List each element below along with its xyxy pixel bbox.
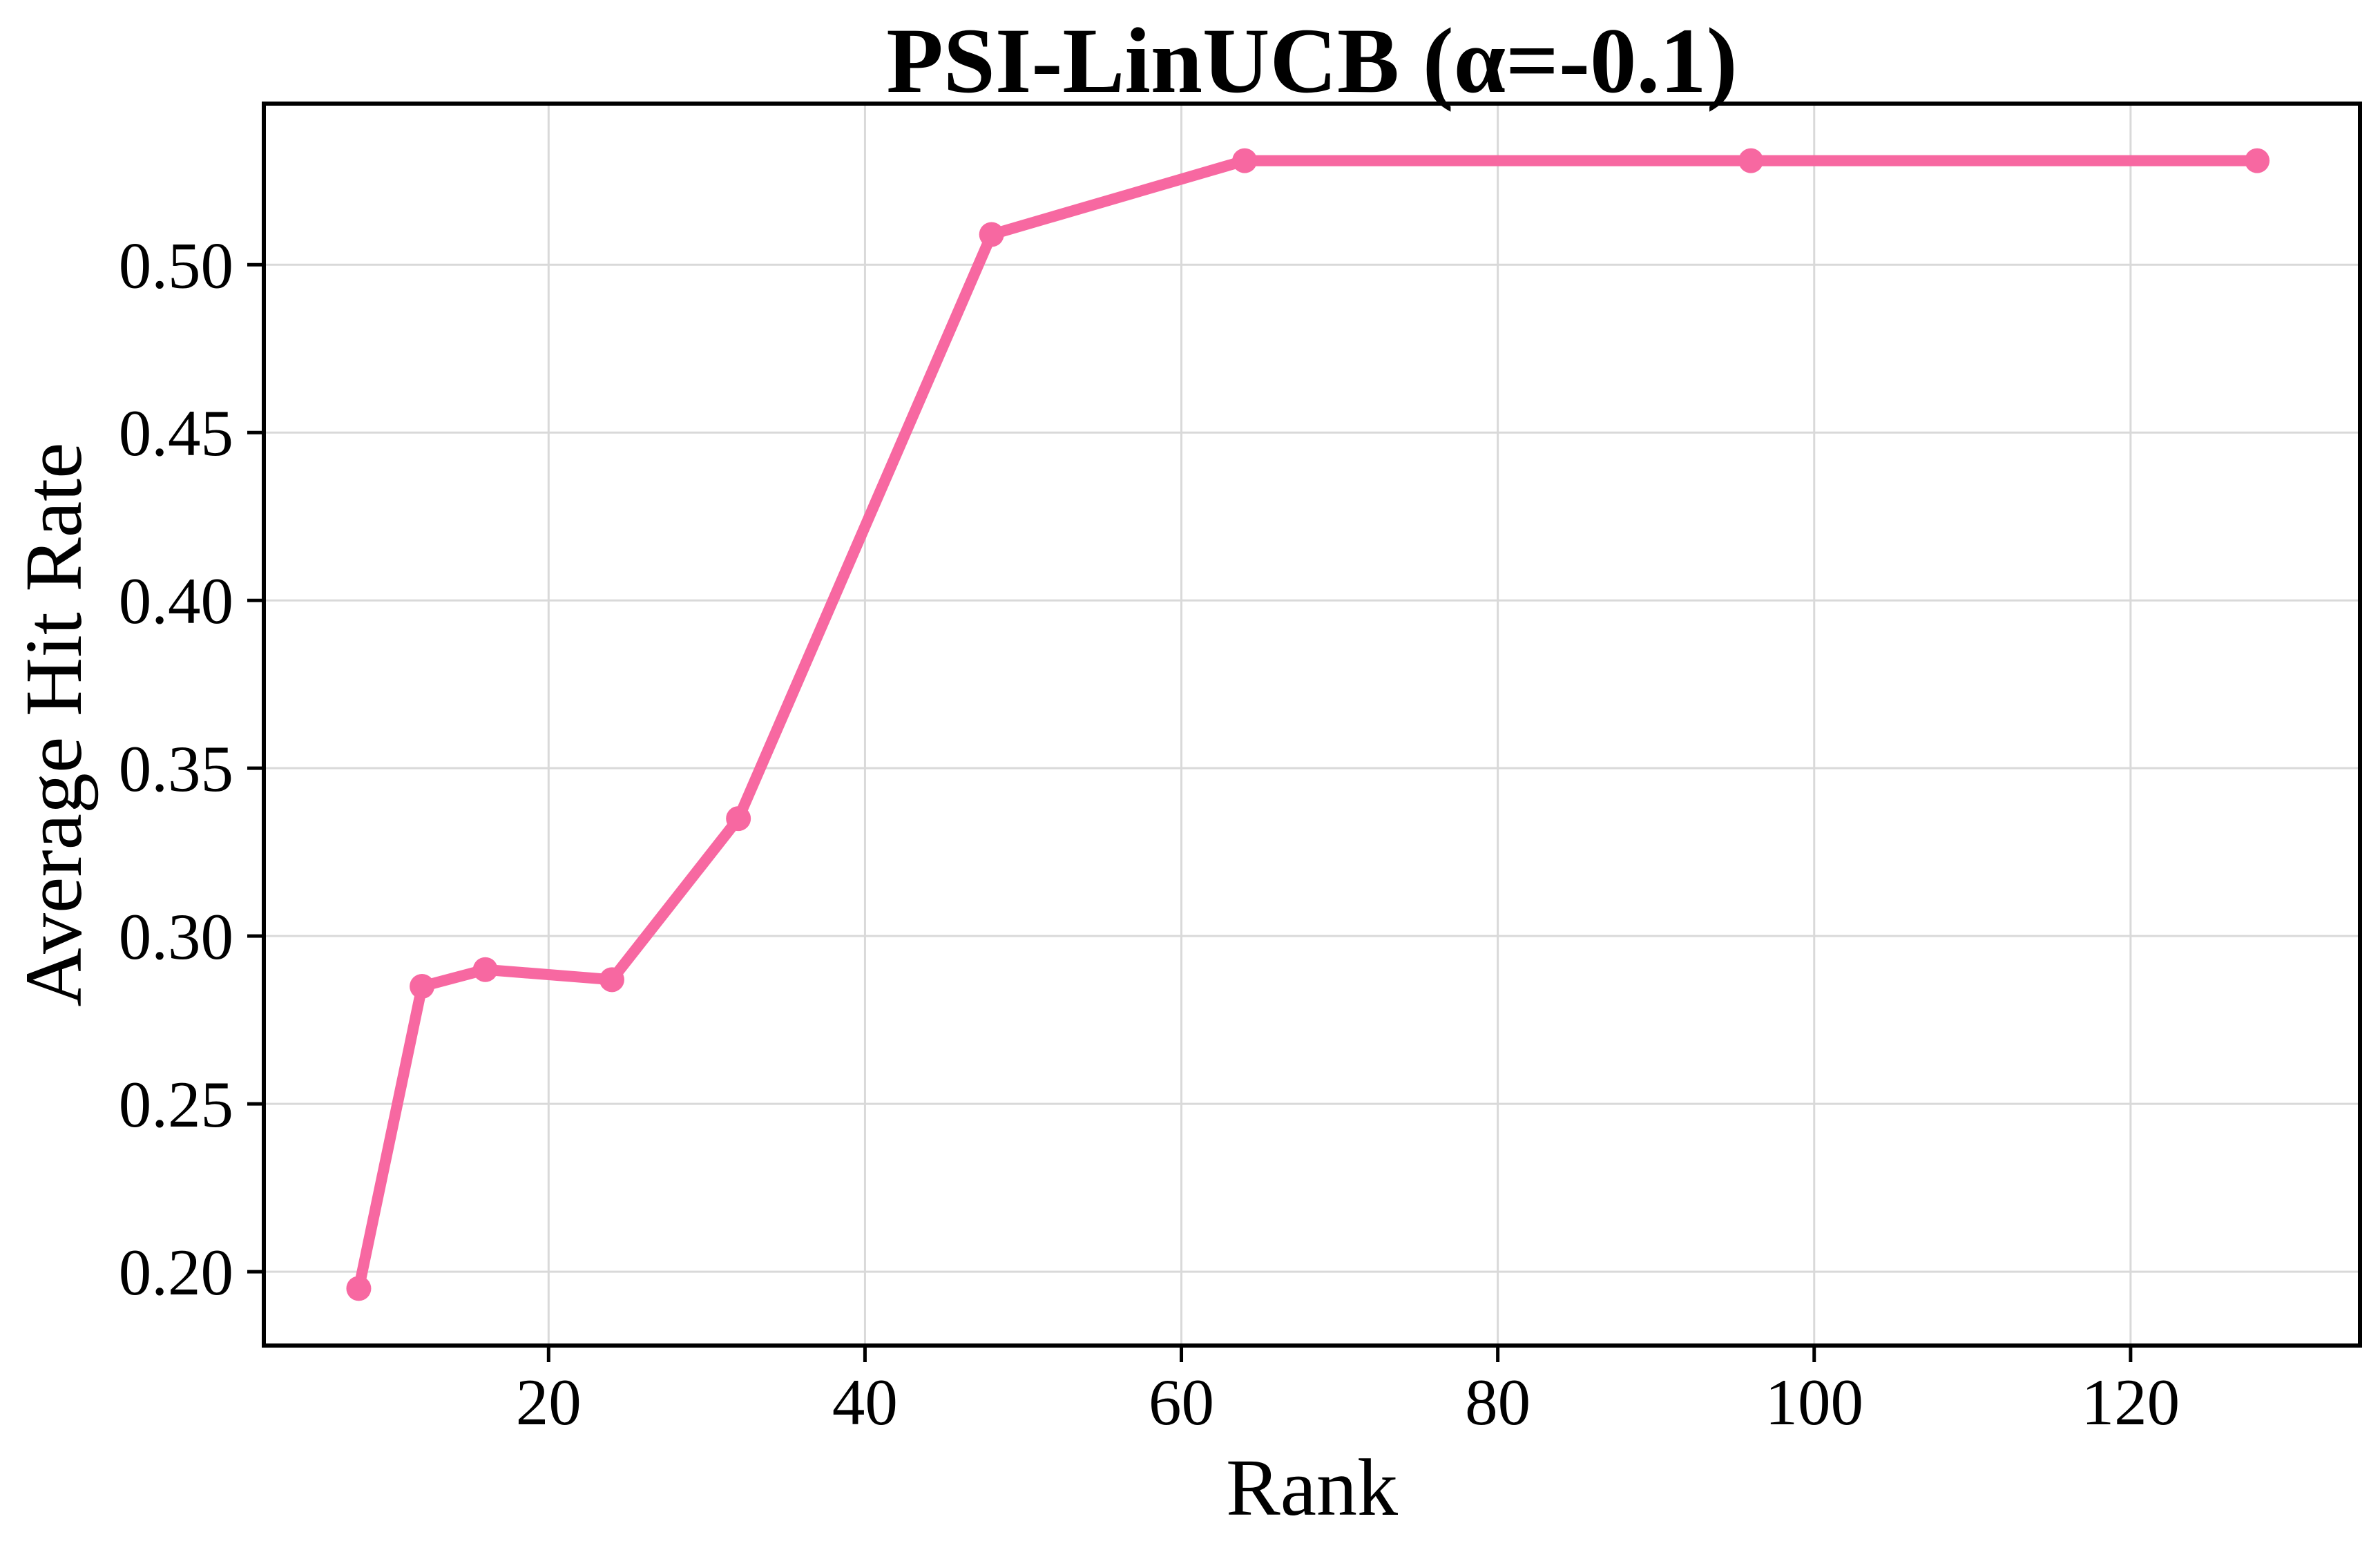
data-series-group: [346, 148, 2270, 1301]
tick-labels-group: 20 40 60 80 100 120 0.20 0.25 0.30 0.35 0.40 0.45 0.…: [119, 229, 2180, 1439]
data-point-marker: [2245, 148, 2270, 173]
series-line: [353, 155, 2263, 1294]
x-tick-label: 120: [2082, 1366, 2180, 1439]
data-point-marker: [599, 967, 624, 993]
x-tick-label: 100: [1765, 1366, 1864, 1439]
y-tick-label: 0.45: [119, 396, 233, 470]
chart-title: PSI-LinUCB (α=-0.1): [886, 10, 1738, 113]
y-tick-label: 0.50: [119, 229, 233, 302]
x-tick-label: 80: [1465, 1366, 1530, 1439]
data-point-marker: [410, 974, 435, 999]
gridlines-group: [264, 104, 2360, 1346]
plot-border: [262, 102, 2362, 1348]
data-point-marker: [1232, 148, 1258, 173]
y-tick-label: 0.25: [119, 1068, 233, 1141]
data-point-marker: [979, 222, 1004, 247]
y-axis-label: Average Hit Rate: [8, 442, 99, 1007]
y-tick-label: 0.30: [119, 900, 233, 973]
y-tick-label: 0.40: [119, 564, 233, 638]
x-axis-label: Rank: [1225, 1442, 1399, 1533]
x-tick-label: 40: [832, 1366, 898, 1439]
y-tick-label: 0.20: [119, 1236, 233, 1309]
data-point-marker: [1738, 148, 1764, 173]
data-point-marker: [472, 957, 498, 982]
data-point-marker: [726, 806, 751, 832]
tick-marks-group: [247, 262, 2133, 1362]
y-tick-label: 0.35: [119, 732, 233, 805]
x-tick-label: 20: [516, 1366, 582, 1439]
data-point-marker: [346, 1276, 372, 1301]
x-tick-label: 60: [1149, 1366, 1214, 1439]
